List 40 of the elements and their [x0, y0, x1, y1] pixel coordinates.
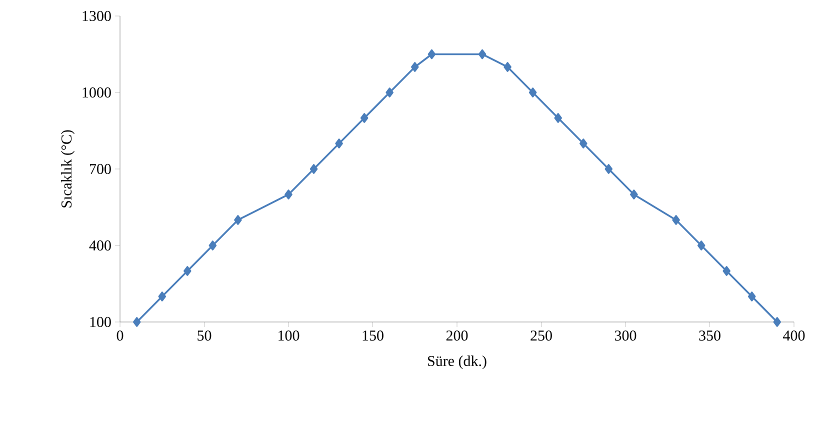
x-tick-label: 0 [116, 330, 124, 341]
point [579, 138, 588, 148]
point [604, 164, 613, 174]
y-tick-label: 1000 [82, 87, 111, 98]
point [478, 49, 486, 60]
y-axis-title: Sıcaklık (°C) [61, 130, 75, 208]
y-tick-label: 400 [89, 240, 111, 251]
point [630, 190, 638, 200]
point [132, 317, 141, 327]
x-tick-label: 300 [614, 330, 636, 341]
point [335, 138, 343, 148]
point [554, 113, 562, 123]
point [722, 266, 730, 276]
y-tick-label: 1300 [82, 10, 111, 22]
y-tick-label: 100 [90, 316, 111, 328]
point [234, 215, 242, 225]
point [310, 164, 318, 174]
point [208, 240, 217, 250]
y-tick-label: 700 [90, 164, 111, 174]
x-tick-label: 200 [446, 330, 468, 341]
point [428, 49, 436, 60]
x-tick-label: 400 [783, 330, 805, 341]
point [748, 292, 756, 302]
point [672, 215, 680, 225]
point [386, 88, 394, 98]
point [158, 292, 166, 302]
point [528, 88, 537, 98]
point [410, 62, 419, 72]
point [360, 113, 368, 123]
point [184, 266, 192, 276]
x-tick-label: 250 [530, 330, 552, 341]
point [504, 62, 512, 72]
x-axis-title: Süre (dk.) [428, 356, 486, 370]
point [773, 317, 782, 327]
x-tick-label: 350 [699, 330, 720, 341]
x-tick-label: 150 [362, 330, 384, 341]
point [284, 190, 292, 200]
point [697, 240, 706, 250]
x-tick-label: 50 [198, 330, 212, 341]
x-tick-label: 100 [278, 330, 300, 341]
